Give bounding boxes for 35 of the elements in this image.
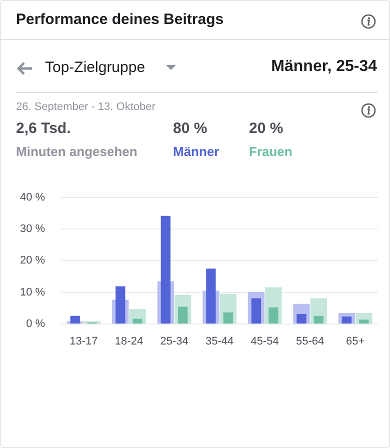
x-tick-label: 65+ [346,335,365,348]
y-tick-label: 0 % [26,318,46,330]
bar [342,316,352,324]
bar [116,286,126,324]
text: Top-Zielgruppe [45,59,146,76]
y-tick-label: 20 % [20,254,46,267]
bar [178,306,188,324]
x-tick-label: 13-17 [70,335,98,348]
x-tick-label: 18-24 [114,335,144,348]
text: Frauen [249,144,292,159]
text: Minuten angesehen [16,144,138,159]
text: 80 % [173,120,208,137]
x-tick-label: 45-54 [250,335,279,348]
bar [314,316,324,324]
bar [251,298,262,324]
chart-title: Performance deines Beitrags [16,11,224,28]
x-tick-label: 35-44 [205,335,234,348]
bar [296,314,306,324]
x-tick-label: 25-34 [160,335,188,348]
text: 26. September - 13. Oktober [16,101,156,113]
y-tick-label: 10 % [20,286,46,298]
text: 20 % [249,120,284,137]
bar [132,318,142,324]
x-tick-label: 55-64 [296,335,324,348]
bar [206,268,216,324]
bar [223,312,233,324]
bar [70,316,80,324]
text: Männer [173,144,220,159]
text: 2,6 Tsd. [16,120,71,137]
y-tick-label: 30 % [20,223,46,236]
bar [268,307,278,324]
text: Männer, 25-34 [271,58,377,76]
y-tick-label: 40 % [20,192,46,204]
bar [160,216,170,324]
bar [359,320,369,324]
